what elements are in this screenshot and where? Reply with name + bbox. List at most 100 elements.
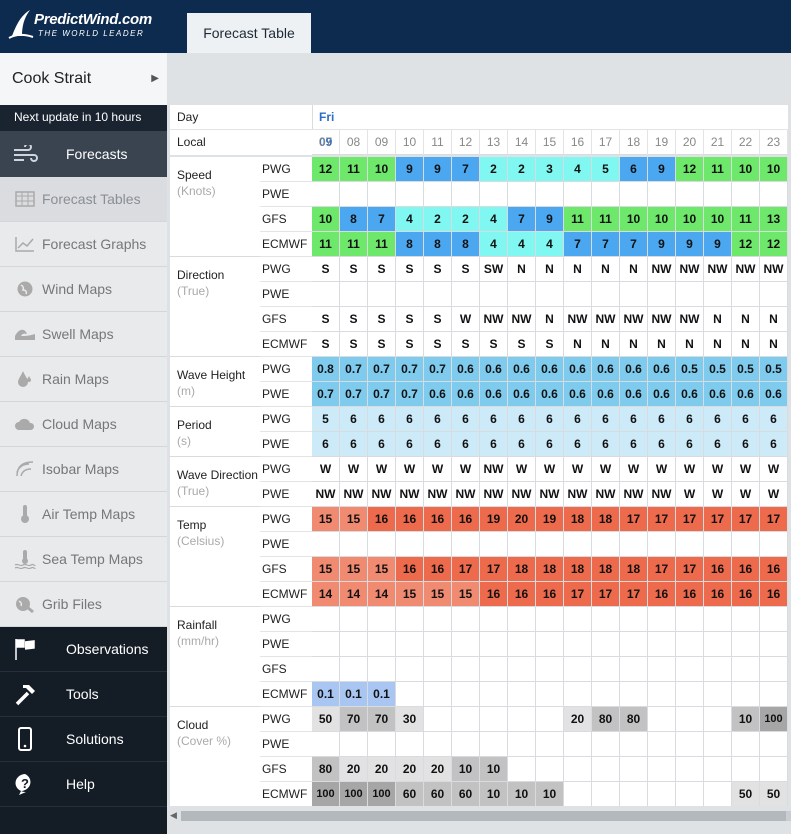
table-cell: 6 xyxy=(732,432,760,457)
table-cell xyxy=(536,282,564,307)
sidebar-item-forecasts[interactable]: Forecasts xyxy=(0,131,167,177)
table-cell: NW xyxy=(620,482,648,507)
sidebar-item-isobar-maps[interactable]: Isobar Maps xyxy=(0,447,167,492)
sidebar-item-label: Wind Maps xyxy=(42,281,113,297)
table-cell: 3 xyxy=(536,157,564,182)
hour-cell: 13 xyxy=(480,130,508,155)
table-cell: 16 xyxy=(760,582,788,607)
table-cell: S xyxy=(452,257,480,282)
table-cell: 6 xyxy=(452,432,480,457)
table-cell xyxy=(732,757,760,782)
table-cell xyxy=(648,782,676,807)
table-cell: 19 xyxy=(536,507,564,532)
sidebar-item-tools[interactable]: Tools xyxy=(0,672,167,717)
table-cell xyxy=(368,182,396,207)
table-cell xyxy=(424,182,452,207)
table-cell xyxy=(592,632,620,657)
table-cell: 0.6 xyxy=(704,382,732,407)
table-cell: 0.7 xyxy=(424,357,452,382)
sidebar-item-grib-files[interactable]: Grib Files xyxy=(0,582,167,627)
table-cell: 16 xyxy=(704,557,732,582)
table-cell: 16 xyxy=(452,507,480,532)
table-cell xyxy=(396,607,424,632)
table-cell xyxy=(648,632,676,657)
table-cell: 6 xyxy=(452,407,480,432)
sidebar-item-help[interactable]: ? Help xyxy=(0,762,167,807)
table-cell xyxy=(312,532,340,557)
table-cell: 0.6 xyxy=(592,357,620,382)
table-cell: S xyxy=(396,307,424,332)
table-cell xyxy=(592,732,620,757)
sidebar-item-sea-temp-maps[interactable]: Sea Temp Maps xyxy=(0,537,167,582)
table-cell: 18 xyxy=(564,557,592,582)
sidebar-item-swell-maps[interactable]: Swell Maps xyxy=(0,312,167,357)
table-cell: 0.7 xyxy=(396,382,424,407)
group-unit: (True) xyxy=(177,484,210,498)
table-cell: N xyxy=(592,332,620,357)
table-cell: 0.5 xyxy=(704,357,732,382)
sidebar-item-forecast-graphs[interactable]: Forecast Graphs xyxy=(0,222,167,267)
table-cell xyxy=(704,782,732,807)
table-cell: 16 xyxy=(396,507,424,532)
group-label-period: Period (s) xyxy=(170,407,260,457)
group-name: Wave Height xyxy=(177,368,246,382)
model-label: PWE xyxy=(260,382,312,407)
table-cell: 30 xyxy=(396,707,424,732)
sidebar-item-solutions[interactable]: Solutions xyxy=(0,717,167,762)
table-cell: N xyxy=(592,257,620,282)
table-cell: S xyxy=(312,332,340,357)
table-cell: NW xyxy=(592,482,620,507)
table-cell: N xyxy=(564,257,592,282)
table-cell: 20 xyxy=(508,507,536,532)
table-cell: 10 xyxy=(480,782,508,807)
table-cell xyxy=(620,282,648,307)
table-cell: 0.6 xyxy=(648,382,676,407)
logo[interactable]: PredictWind.com THE WORLD LEADER xyxy=(8,8,158,46)
table-cell: N xyxy=(536,307,564,332)
table-cell: 0.6 xyxy=(732,382,760,407)
table-cell: 16 xyxy=(396,557,424,582)
sidebar-item-wind-maps[interactable]: Wind Maps xyxy=(0,267,167,312)
scroll-left-icon[interactable]: ◀ xyxy=(170,810,177,820)
table-cell xyxy=(340,607,368,632)
table-cell: 16 xyxy=(480,582,508,607)
table-cell: 15 xyxy=(368,557,396,582)
table-cell: 80 xyxy=(592,707,620,732)
table-cell: 18 xyxy=(620,557,648,582)
table-cell: 16 xyxy=(648,582,676,607)
table-cell: N xyxy=(508,257,536,282)
horizontal-scrollbar[interactable]: ◀ xyxy=(167,806,791,826)
table-cell: 0.6 xyxy=(564,382,592,407)
table-cell: NW xyxy=(676,257,704,282)
model-label: PWG xyxy=(260,407,312,432)
table-cell: W xyxy=(312,457,340,482)
table-cell: 10 xyxy=(760,157,788,182)
table-cell: W xyxy=(704,457,732,482)
sidebar-item-observations[interactable]: Observations xyxy=(0,627,167,672)
model-label: PWE xyxy=(260,632,312,657)
table-cell: 11 xyxy=(704,157,732,182)
table-cell: 100 xyxy=(760,707,788,732)
table-cell xyxy=(312,182,340,207)
hour-cell: 21 xyxy=(704,130,732,155)
table-cell: 6 xyxy=(704,432,732,457)
table-cell xyxy=(592,182,620,207)
table-cell xyxy=(536,632,564,657)
table-cell: 0.7 xyxy=(340,382,368,407)
scrollbar-thumb[interactable] xyxy=(181,811,786,821)
table-cell: 60 xyxy=(396,782,424,807)
sidebar-item-cloud-maps[interactable]: Cloud Maps xyxy=(0,402,167,447)
table-cell: 17 xyxy=(676,507,704,532)
tab-forecast-table[interactable]: Forecast Table xyxy=(187,13,311,53)
table-cell: 10 xyxy=(676,207,704,232)
table-cell: 0.6 xyxy=(536,382,564,407)
sidebar-item-forecast-tables[interactable]: Forecast Tables xyxy=(0,177,167,222)
table-cell: NW xyxy=(732,257,760,282)
sidebar-item-air-temp-maps[interactable]: Air Temp Maps xyxy=(0,492,167,537)
table-cell: 6 xyxy=(592,407,620,432)
table-cell xyxy=(732,282,760,307)
sidebar-item-rain-maps[interactable]: Rain Maps xyxy=(0,357,167,402)
location-selector[interactable]: Cook Strait ▶ xyxy=(0,53,167,105)
group-unit: (Knots) xyxy=(177,184,216,198)
cloud-icon xyxy=(12,413,38,435)
